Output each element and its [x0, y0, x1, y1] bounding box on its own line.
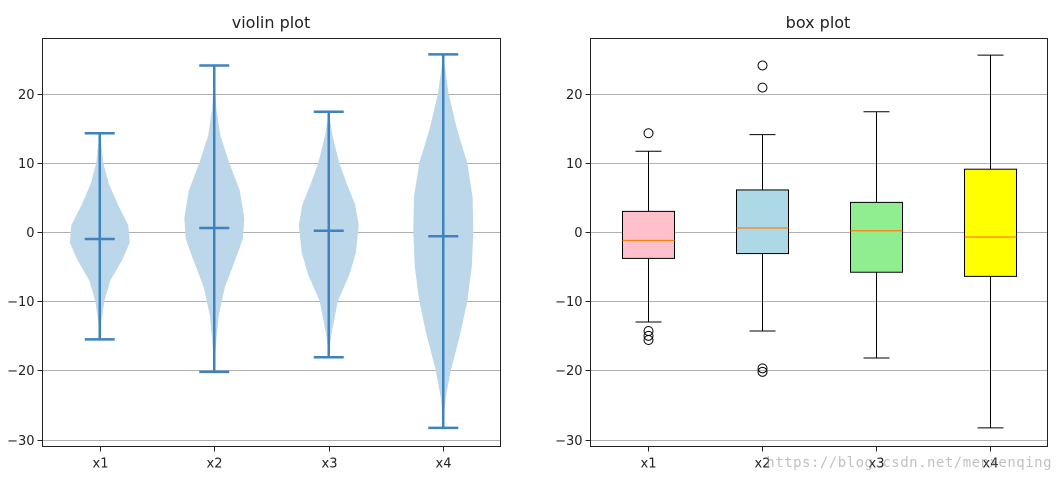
y-tick-label-0: −30	[7, 434, 34, 449]
violin-x-ticks: x1 x2 x3 x4	[93, 446, 452, 472]
x-tick-label-x4: x4	[983, 457, 999, 472]
box-flier-x2-1	[757, 82, 768, 93]
y-tick-label-3: 0	[26, 226, 34, 241]
x-tick-label-x1: x1	[93, 457, 109, 472]
violin-plot-title: violin plot	[232, 13, 310, 32]
box-flier-x1-2	[643, 330, 654, 341]
violin-plot-panel: violin plot −30 −20 −10 0 10 20 x1 x2 x3 x4	[7, 13, 501, 472]
box-flier-x2-0	[757, 60, 768, 71]
x-tick-label-x3: x3	[322, 457, 338, 472]
x-tick-label-x2: x2	[755, 457, 771, 472]
y-tick-label-2: −10	[7, 295, 34, 310]
x-tick-label-x2: x2	[207, 457, 223, 472]
box-flier-x2-2	[757, 363, 768, 374]
box-marks	[622, 54, 1017, 429]
y-tick-label-2: −10	[555, 295, 582, 310]
box-y-ticks: −30 −20 −10 0 10 20	[555, 88, 591, 449]
box-plot-panel: box plot −30 −20 −10 0 10 20 x1 x2 x3 x4	[555, 13, 1048, 472]
x-tick-label-x1: x1	[641, 457, 657, 472]
y-tick-label-0: −30	[555, 434, 582, 449]
y-tick-label-1: −20	[7, 364, 34, 379]
box-plot-title: box plot	[786, 13, 851, 32]
box-body-x2	[736, 189, 789, 255]
violin-plot-frame	[42, 38, 501, 447]
box-plot-frame	[590, 38, 1048, 447]
y-tick-label-3: 0	[574, 226, 582, 241]
box-body-x3	[850, 201, 903, 273]
box-flier-x2-3	[757, 366, 768, 377]
y-tick-label-1: −20	[555, 364, 582, 379]
box-flier-x1-0	[643, 128, 654, 139]
box-flier-x1-3	[643, 335, 654, 346]
y-tick-label-5: 20	[566, 88, 583, 103]
y-tick-label-5: 20	[18, 88, 35, 103]
violin-y-ticks: −30 −20 −10 0 10 20	[7, 88, 43, 449]
x-tick-label-x3: x3	[869, 457, 885, 472]
box-body-x4	[964, 168, 1017, 277]
y-tick-label-4: 10	[18, 157, 35, 172]
violin-marks	[69, 53, 474, 430]
box-body-x1	[622, 210, 675, 259]
box-x-ticks: x1 x2 x3 x4	[641, 446, 999, 472]
watermark-text: https://blog.csdn.net/menxenqing	[766, 455, 1052, 471]
x-tick-label-x4: x4	[436, 457, 452, 472]
y-tick-label-4: 10	[566, 157, 583, 172]
